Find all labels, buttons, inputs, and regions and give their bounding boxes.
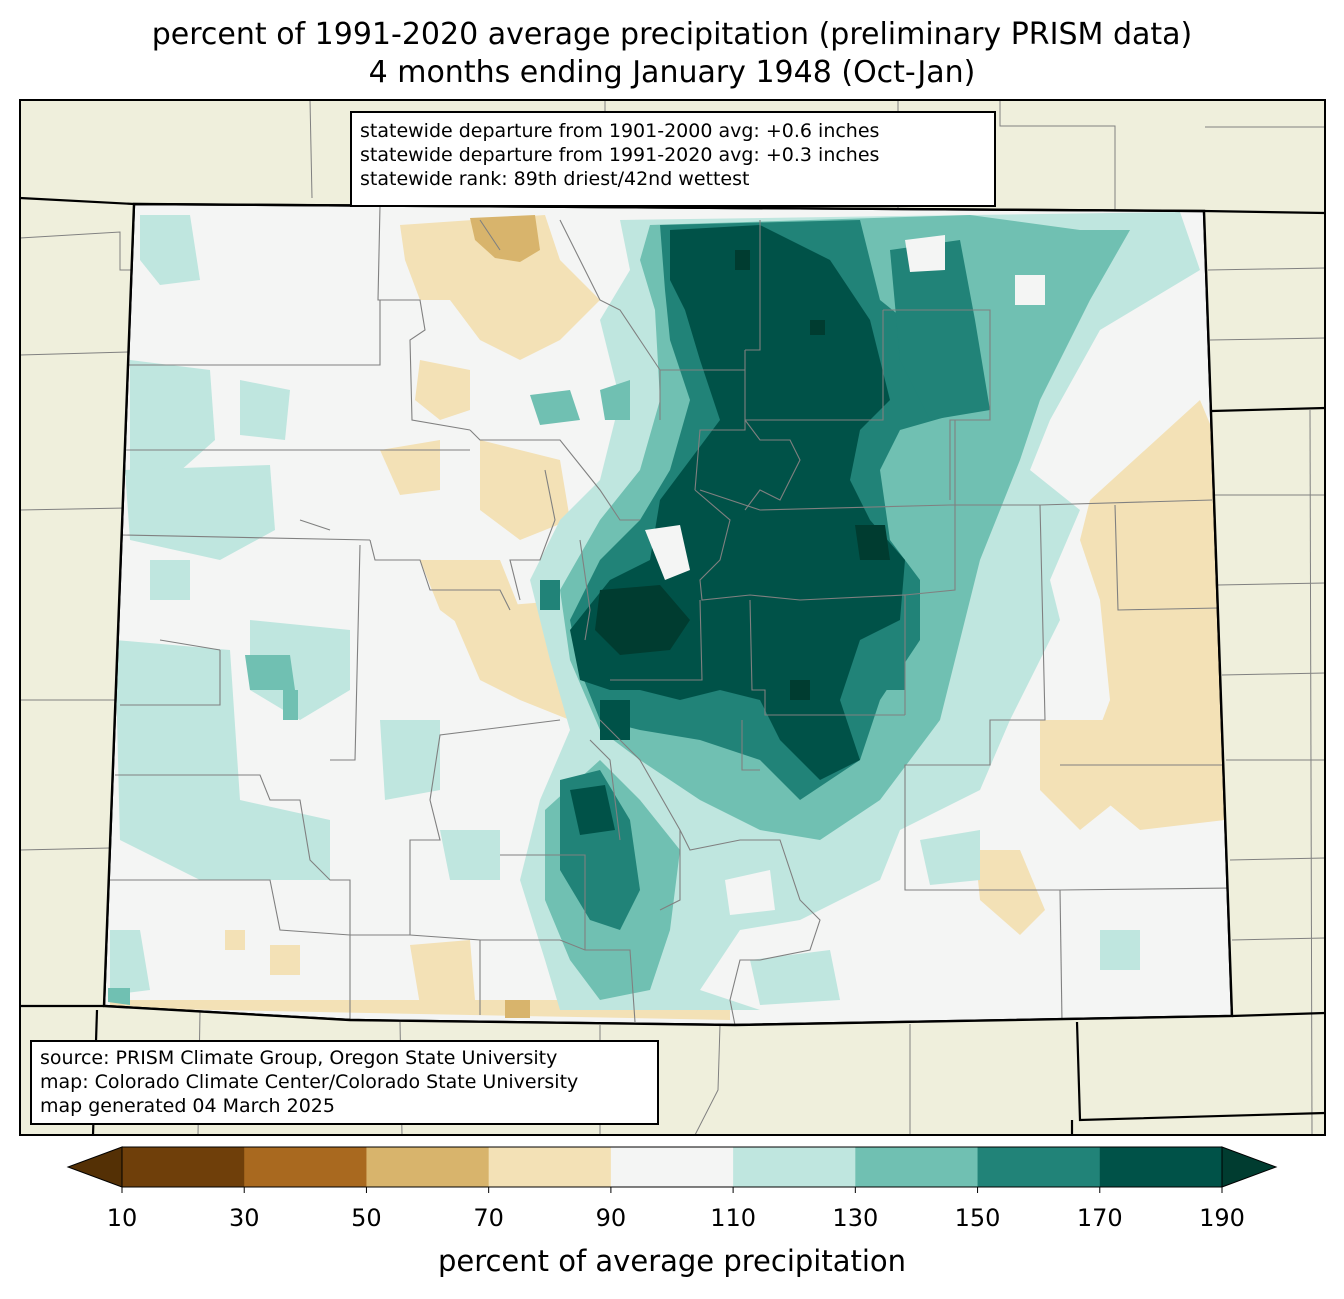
colorbar-tick-label: 190 bbox=[1199, 1204, 1245, 1232]
stats-rank: statewide rank: 89th driest/42nd wettest bbox=[360, 168, 750, 190]
colorbar-tick-label: 110 bbox=[710, 1204, 757, 1232]
colorbar-tick-label: 150 bbox=[954, 1204, 1001, 1232]
colorbar-over-arrow bbox=[1221, 1146, 1278, 1188]
colorado-precip-field bbox=[104, 204, 1232, 1025]
stats-departure-1991-2020: statewide departure from 1991-2020 avg: … bbox=[360, 144, 880, 166]
colorado-boundary bbox=[102, 202, 1234, 1027]
colorbar-bin-8 bbox=[1099, 1147, 1223, 1187]
generated-date-line: map generated 04 March 2025 bbox=[40, 1095, 335, 1117]
colorbar-label: percent of average precipitation bbox=[437, 1244, 907, 1278]
colorbar-tick-label: 30 bbox=[228, 1204, 260, 1232]
colorbar-bin-4 bbox=[610, 1147, 734, 1187]
colorbar-bin-6 bbox=[855, 1147, 979, 1187]
map-title-line2: 4 months ending January 1948 (Oct-Jan) bbox=[368, 55, 976, 90]
colorbar-bin-3 bbox=[488, 1147, 612, 1187]
colorado-county-lines bbox=[110, 205, 1232, 1025]
colorbar-tick-label: 50 bbox=[351, 1204, 382, 1232]
colorbar-bin-5 bbox=[733, 1147, 856, 1187]
colorbar-tick-label: 70 bbox=[473, 1204, 504, 1232]
colorbar-tick-label: 90 bbox=[595, 1204, 627, 1232]
colorbar-under-arrow bbox=[66, 1146, 123, 1188]
colorbar-bin-0 bbox=[122, 1147, 245, 1187]
colorbar-tick-label: 10 bbox=[106, 1204, 138, 1232]
source-credit-box: source: PRISM Climate Group, Oregon Stat… bbox=[30, 1040, 659, 1125]
colorbar-bin-2 bbox=[366, 1147, 490, 1187]
map-frame bbox=[19, 99, 1326, 1136]
stats-departure-1901-2000: statewide departure from 1901-2000 avg: … bbox=[360, 120, 880, 142]
statewide-stats-box: statewide departure from 1901-2000 avg: … bbox=[350, 111, 996, 207]
colorbar-tick-label: 130 bbox=[832, 1204, 879, 1232]
colorbar-tick-label: 170 bbox=[1076, 1204, 1123, 1232]
map-title-line1: percent of 1991-2020 average precipitati… bbox=[151, 17, 1193, 52]
source-line: source: PRISM Climate Group, Oregon Stat… bbox=[40, 1047, 558, 1069]
map-credit-line: map: Colorado Climate Center/Colorado St… bbox=[40, 1071, 579, 1093]
colorbar bbox=[66, 1146, 1278, 1193]
colorbar-bin-1 bbox=[244, 1147, 367, 1187]
colorbar-bin-7 bbox=[977, 1147, 1101, 1187]
colorbar-outline bbox=[121, 1146, 1223, 1188]
